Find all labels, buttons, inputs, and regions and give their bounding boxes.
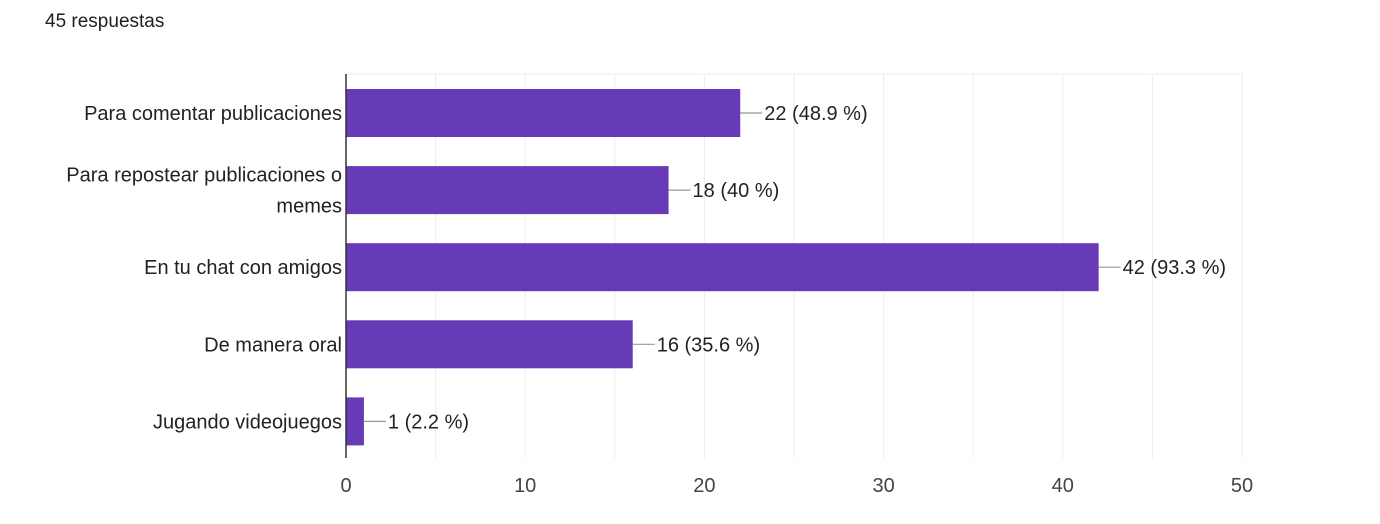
data-label: 18 (40 %)	[693, 180, 780, 202]
category-label: Para repostear publicaciones o	[66, 165, 342, 187]
bar	[346, 320, 633, 369]
labels: 22 (48.9 %) Para comentar publicaciones 18…	[66, 103, 1253, 497]
bar	[346, 89, 741, 137]
data-label: 1 (2.2 %)	[388, 411, 469, 433]
bar	[346, 166, 669, 215]
category-label: De manera oral	[204, 334, 342, 356]
x-tick-label: 20	[693, 475, 715, 497]
category-label: En tu chat con amigos	[144, 257, 342, 279]
category-label: Para comentar publicaciones	[84, 103, 342, 125]
x-tick-label: 50	[1231, 475, 1253, 497]
category-label: Jugando videojuegos	[153, 411, 342, 433]
data-label: 42 (93.3 %)	[1123, 257, 1226, 279]
bars	[346, 89, 1099, 446]
x-tick-label: 40	[1052, 475, 1074, 497]
bar	[346, 243, 1099, 292]
data-label: 16 (35.6 %)	[657, 334, 760, 356]
x-tick-label: 10	[514, 475, 536, 497]
data-label: 22 (48.9 %)	[764, 103, 867, 125]
bar	[346, 397, 364, 446]
category-label: memes	[276, 196, 342, 218]
response-count: 45 respuestas	[45, 11, 165, 32]
x-tick-label: 30	[872, 475, 894, 497]
x-tick-label: 0	[340, 475, 351, 497]
